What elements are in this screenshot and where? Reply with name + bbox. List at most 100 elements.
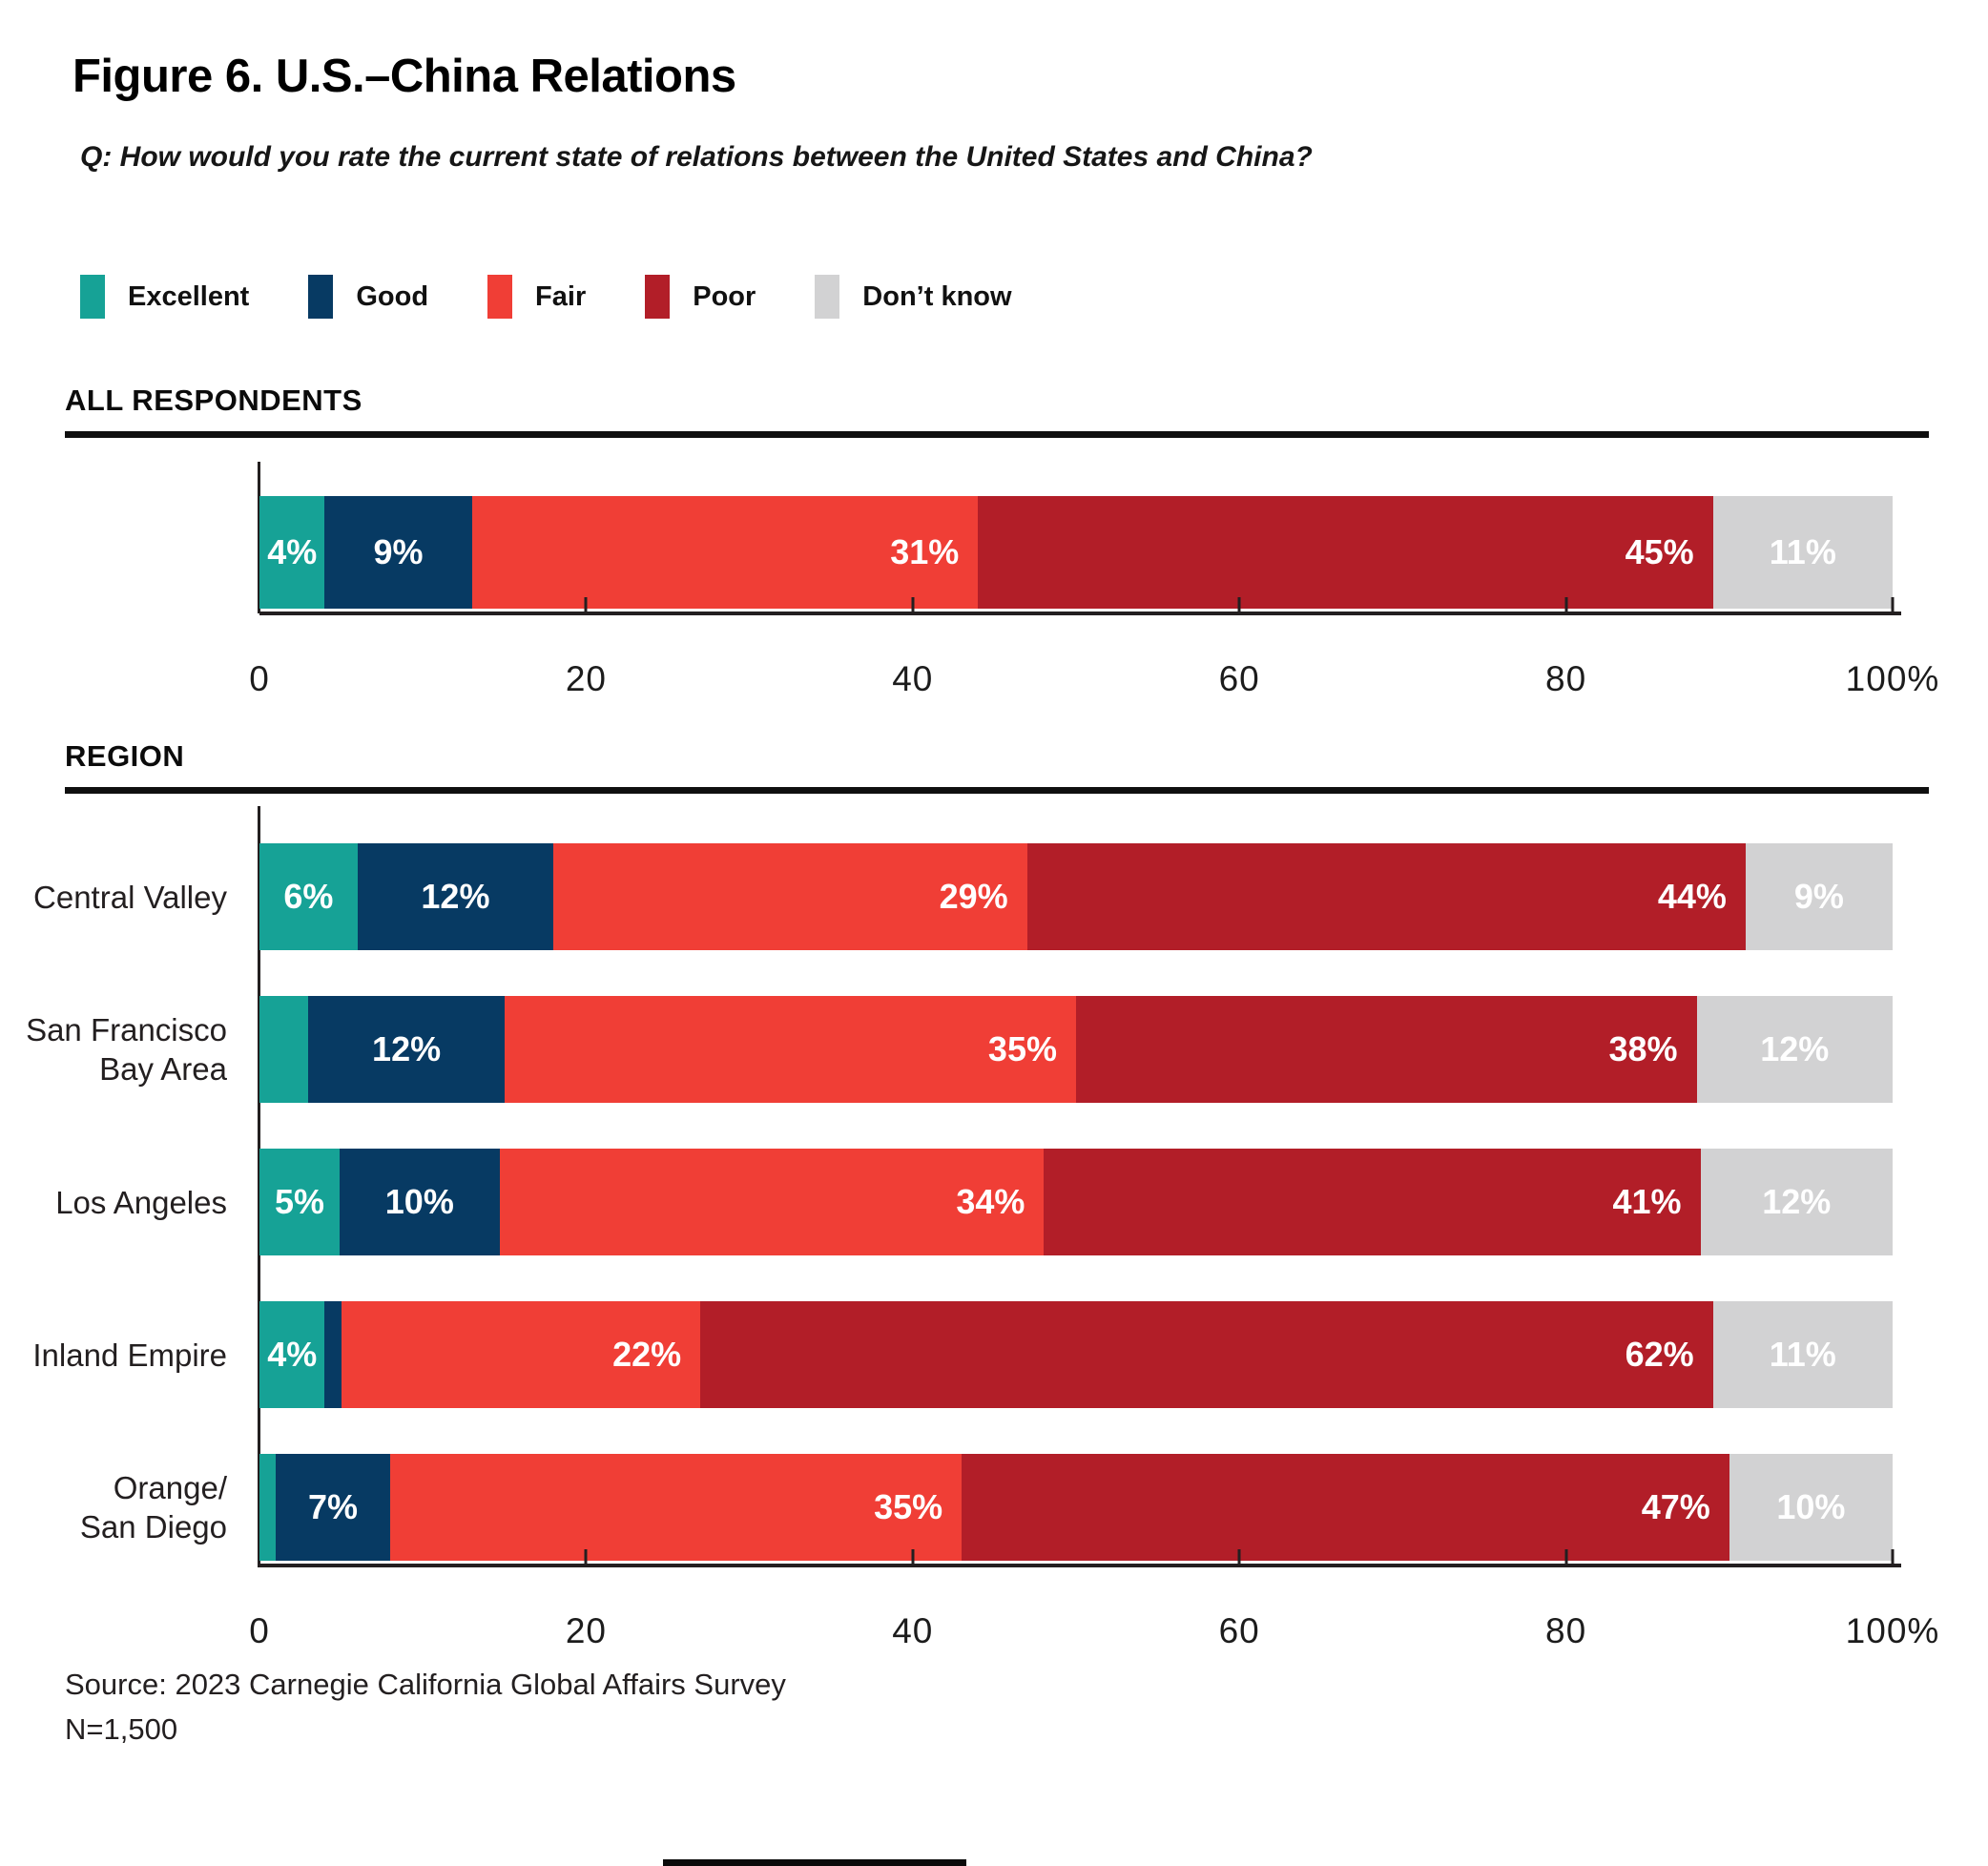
bar-segment-good: 9%	[324, 496, 472, 609]
axis-tick-label-0: 0	[249, 1611, 270, 1650]
axis-tick-label-80: 80	[1545, 1611, 1587, 1650]
bar-segment-poor: 45%	[978, 496, 1713, 609]
category-label: Los Angeles	[55, 1184, 227, 1220]
segment-value-label: 38%	[1608, 1029, 1678, 1068]
axis-tick-label-20: 20	[565, 1611, 607, 1650]
chart-row-all-0: 4% 9% 31% 45% 11%	[259, 496, 1893, 609]
bar-segment-good	[324, 1301, 342, 1408]
bar-segment-fair: 29%	[553, 843, 1027, 950]
legend-item-poor: Poor	[645, 275, 756, 319]
bar-segment-dont-know: 11%	[1712, 496, 1893, 609]
section-rule-region	[65, 787, 1929, 794]
section-header-region: REGION	[65, 739, 185, 773]
x-axis-line	[259, 1564, 1901, 1567]
legend-item-good: Good	[308, 275, 428, 319]
bar-segment-excellent: 5%	[259, 1149, 340, 1255]
stacked-bar: 5% 10% 34% 41% 12%	[259, 1149, 1893, 1255]
chart-rows: 4% 9% 31% 45% 11%	[259, 462, 1893, 609]
segment-value-label: 12%	[421, 877, 490, 916]
category-label: San Francisco Bay Area	[26, 1012, 227, 1087]
stacked-bar: 6% 12% 29% 44% 9%	[259, 843, 1893, 950]
bar-segment-good: 7%	[276, 1454, 390, 1561]
segment-value-label: 9%	[1793, 877, 1844, 916]
segment-value-label: 31%	[890, 532, 960, 571]
legend-swatch-dont-know	[815, 275, 840, 319]
source-note: Source: 2023 Carnegie California Global …	[65, 1668, 786, 1701]
legend-swatch-excellent	[80, 275, 105, 319]
segment-value-label: 9%	[373, 532, 424, 571]
segment-value-label: 22%	[612, 1335, 682, 1374]
bar-segment-good: 10%	[339, 1149, 500, 1255]
segment-value-label: 7%	[308, 1487, 359, 1526]
bar-segment-poor: 41%	[1044, 1149, 1701, 1255]
legend-swatch-good	[308, 275, 334, 319]
y-axis-line	[258, 806, 260, 1567]
segment-value-label: 11%	[1769, 1335, 1836, 1374]
legend: Excellent Good Fair Poor Don’t know	[80, 275, 1012, 319]
segment-value-label: 4%	[267, 532, 318, 571]
axis-tick-label-40: 40	[892, 1611, 934, 1650]
axis-tick-label-20: 20	[565, 659, 607, 698]
segment-value-label: 12%	[1760, 1029, 1830, 1068]
category-label: Central Valley	[33, 879, 227, 915]
segment-value-label: 34%	[956, 1182, 1025, 1221]
chart-row-region-4: Orange/ San Diego 7% 35% 47% 10%	[80, 1454, 1893, 1561]
bar-segment-poor: 44%	[1026, 843, 1746, 950]
segment-value-label: 12%	[1762, 1182, 1832, 1221]
axis-tick-20	[584, 1549, 588, 1564]
section-header-all-respondents: ALL RESPONDENTS	[65, 384, 362, 417]
axis-tick-label-100: 100%	[1845, 1611, 1940, 1650]
legend-label-poor: Poor	[693, 280, 756, 312]
bar-segment-poor: 38%	[1075, 996, 1697, 1103]
y-axis-line	[258, 462, 260, 613]
axis-tick-60	[1237, 1549, 1241, 1564]
bar-segment-dont-know: 10%	[1729, 1454, 1893, 1561]
legend-label-excellent: Excellent	[128, 280, 250, 312]
survey-question: Q: How would you rate the current state …	[80, 141, 1313, 173]
axis-tick-label-80: 80	[1545, 659, 1587, 698]
axis-tick-40	[911, 597, 915, 612]
axis-tick-label-40: 40	[892, 659, 934, 698]
chart-region: Central Valley 6% 12% 29% 44% 9% San Francisco…	[26, 806, 1938, 1760]
chart-row-region-3: Inland Empire 4% 22% 62% 11%	[32, 1301, 1893, 1408]
bar-segment-dont-know: 12%	[1696, 996, 1893, 1103]
bar-segment-excellent: 4%	[259, 496, 325, 609]
segment-value-label: 62%	[1625, 1335, 1694, 1374]
chart-all-respondents: 4% 9% 31% 45% 11% 0 20 40 60 80 100%	[249, 462, 1938, 748]
chart-rows: Central Valley 6% 12% 29% 44% 9% San Francisco…	[26, 806, 1893, 1561]
chart-row-region-2: Los Angeles 5% 10% 34% 41% 12%	[55, 1149, 1893, 1255]
figure-title: Figure 6. U.S.–China Relations	[72, 51, 736, 102]
chart-row-region-0: Central Valley 6% 12% 29% 44% 9%	[33, 843, 1893, 950]
bar-segment-good: 12%	[308, 996, 505, 1103]
segment-value-label: 12%	[372, 1029, 442, 1068]
stacked-bar: 4% 9% 31% 45% 11%	[259, 496, 1893, 609]
bar-segment-excellent: 6%	[259, 843, 358, 950]
legend-label-fair: Fair	[535, 280, 587, 312]
bar-segment-excellent	[259, 1454, 277, 1561]
legend-swatch-fair	[487, 275, 513, 319]
legend-item-fair: Fair	[487, 275, 586, 319]
bar-segment-fair: 34%	[499, 1149, 1045, 1255]
chart-row-region-1: San Francisco Bay Area 12% 35% 38% 12%	[26, 996, 1893, 1103]
bar-segment-fair: 22%	[341, 1301, 701, 1408]
axis-tick-40	[911, 1549, 915, 1564]
bar-segment-excellent: 4%	[259, 1301, 325, 1408]
stacked-bar: 7% 35% 47% 10%	[259, 1454, 1893, 1561]
segment-value-label: 45%	[1625, 532, 1694, 571]
axis-tick-80	[1564, 1549, 1568, 1564]
stacked-bar: 4% 22% 62% 11%	[259, 1301, 1893, 1408]
bottom-crop-line	[663, 1859, 966, 1866]
segment-value-label: 11%	[1769, 532, 1836, 571]
axis-tick-label-60: 60	[1218, 659, 1260, 698]
axis-tick-100	[1891, 597, 1895, 612]
legend-label-good: Good	[356, 280, 429, 312]
segment-value-label: 47%	[1641, 1487, 1710, 1526]
bar-segment-fair: 31%	[471, 496, 979, 609]
bar-segment-dont-know: 9%	[1745, 843, 1893, 950]
segment-value-label: 29%	[939, 877, 1008, 916]
bar-segment-poor: 47%	[962, 1454, 1729, 1561]
axis-tick-label-60: 60	[1218, 1611, 1260, 1650]
segment-value-label: 4%	[267, 1335, 318, 1374]
sample-size-note: N=1,500	[65, 1712, 178, 1746]
